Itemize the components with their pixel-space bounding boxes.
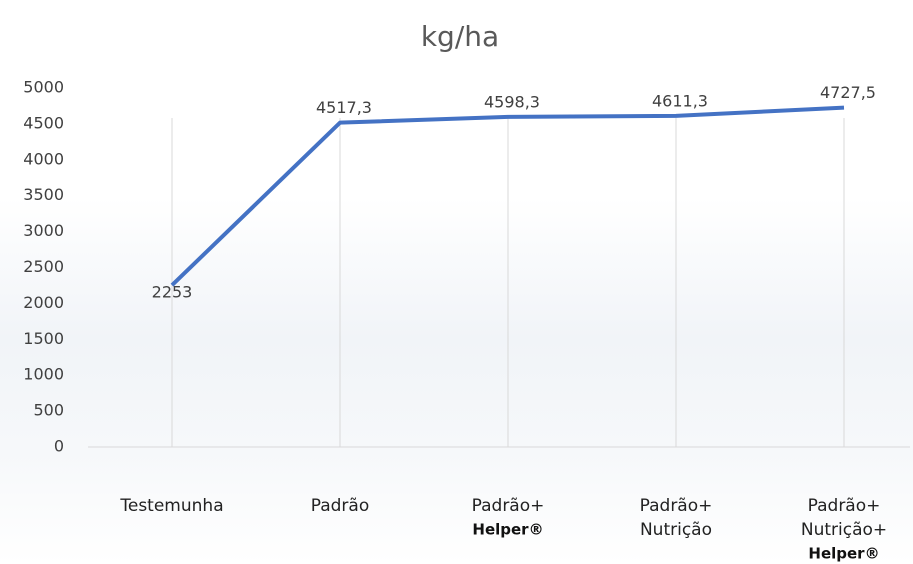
x-tick-label: Helper®: [808, 545, 879, 563]
x-tick-label: Nutrição: [640, 520, 712, 540]
x-tick-label: Padrão+: [808, 496, 881, 516]
y-tick-label: 3500: [23, 185, 64, 204]
y-tick-label: 5000: [23, 78, 64, 97]
y-tick-label: 2500: [23, 257, 64, 276]
data-label: 4611,3: [652, 91, 708, 110]
y-tick-label: 500: [33, 401, 64, 420]
x-tick-label: Nutrição+: [801, 520, 887, 540]
x-tick-label: Padrão+: [472, 496, 545, 516]
data-label: 4517,3: [316, 98, 372, 117]
y-tick-label: 0: [54, 437, 64, 456]
data-label: 4727,5: [820, 83, 876, 102]
x-tick-label: Padrão+: [640, 496, 713, 516]
data-label: 4598,3: [484, 92, 540, 111]
y-tick-label: 2000: [23, 293, 64, 312]
y-tick-label: 1500: [23, 329, 64, 348]
x-tick-label: Padrão: [311, 496, 370, 516]
y-tick-label: 3000: [23, 221, 64, 240]
chart-title: kg/ha: [421, 20, 499, 53]
series-line: [170, 105, 845, 287]
x-tick-label: Testemunha: [119, 496, 223, 516]
y-tick-label: 4500: [23, 113, 64, 132]
data-label: 2253: [152, 283, 193, 302]
y-tick-label: 4000: [23, 149, 64, 168]
y-tick-label: 1000: [23, 365, 64, 384]
x-tick-label: Helper®: [472, 521, 543, 539]
